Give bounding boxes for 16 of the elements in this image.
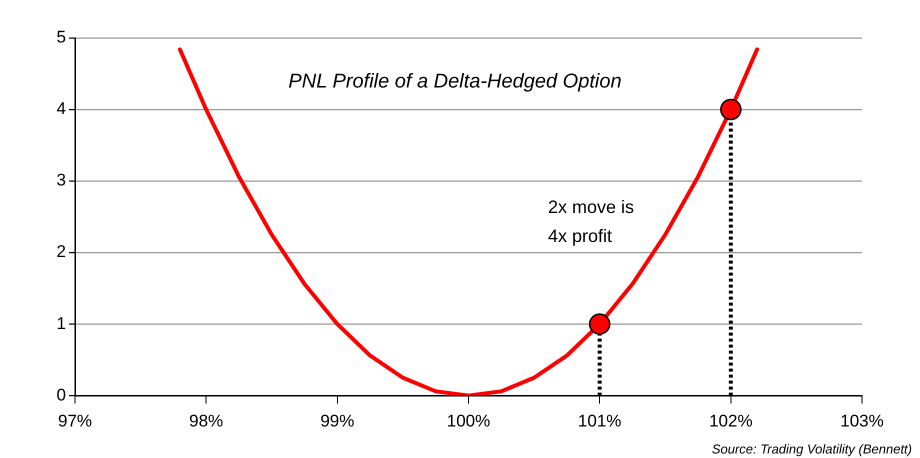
y-tick-label: 3 [56,170,66,190]
x-tick-label: 99% [320,411,354,430]
y-tick-label: 0 [56,385,66,404]
y-tick-label: 2 [56,242,66,262]
x-tick-label: 102% [709,411,753,430]
text: PNL Profile of a Delta-Hedged Option [288,70,622,93]
y-tick-label: 4 [56,99,66,118]
x-tick-label: 103% [840,411,884,430]
x-tick-label: 97% [58,411,92,430]
y-tick-label: 1 [56,314,66,333]
x-tick-label: 98% [189,411,224,430]
source-note: Source: Trading Volatility (Bennett) [712,442,912,457]
x-tick-label: 101% [578,411,622,430]
y-tick-label: 5 [56,28,66,47]
annotation: 2x move is 4x profit [548,196,634,246]
x-tick-label: 100% [446,411,490,430]
